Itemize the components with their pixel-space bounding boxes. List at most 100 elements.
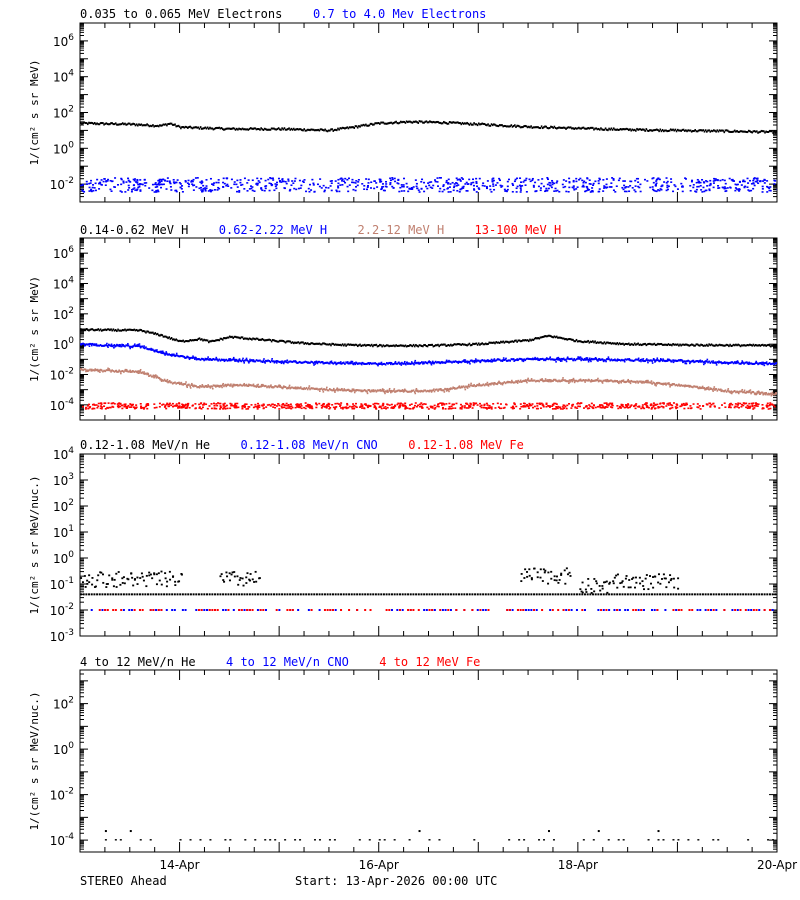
data-point (116, 184, 119, 186)
data-point (287, 361, 289, 364)
data-point (539, 187, 542, 189)
data-point (300, 407, 303, 410)
data-point (228, 335, 231, 338)
data-point (202, 339, 204, 342)
data-point (139, 179, 142, 181)
data-point (541, 378, 543, 380)
data-point (757, 403, 760, 405)
data-point (297, 128, 300, 131)
data-point (504, 340, 507, 343)
data-point (267, 359, 269, 362)
data-point (431, 343, 434, 346)
data-point (342, 361, 345, 364)
data-point (180, 573, 183, 576)
data-point (229, 385, 232, 387)
data-point (237, 360, 240, 363)
data-point (163, 335, 166, 338)
data-point (176, 593, 179, 596)
data-point (303, 179, 306, 181)
data-point (168, 405, 171, 408)
data-point (340, 407, 343, 409)
data-point (313, 361, 316, 364)
data-point (470, 183, 473, 186)
data-point (91, 122, 94, 125)
data-point (556, 189, 559, 192)
data-point (756, 392, 758, 395)
data-point (282, 386, 285, 389)
data-point (529, 338, 531, 341)
data-point (389, 344, 392, 347)
data-point (191, 382, 193, 385)
data-point (95, 344, 97, 347)
data-point (178, 402, 181, 405)
data-point (635, 381, 637, 384)
data-point (657, 129, 659, 132)
data-point (485, 402, 488, 405)
data-point (106, 342, 108, 345)
data-point (236, 190, 239, 193)
data-point (730, 390, 733, 393)
data-point (472, 360, 474, 363)
data-point (415, 389, 417, 392)
data-point (424, 120, 427, 123)
data-point (712, 186, 715, 189)
data-point (369, 362, 372, 365)
data-point (615, 359, 617, 362)
data-point (629, 128, 631, 131)
data-point (367, 362, 370, 365)
data-point (572, 377, 575, 380)
data-point (654, 383, 657, 386)
data-point (312, 342, 315, 345)
data-point (554, 336, 557, 339)
data-point (198, 358, 201, 361)
data-point (313, 190, 316, 193)
data-point (555, 406, 558, 408)
data-point (652, 181, 655, 184)
data-point (81, 189, 84, 191)
data-point (313, 364, 315, 366)
data-point (157, 593, 160, 596)
data-point (517, 379, 520, 382)
data-point (115, 586, 118, 588)
data-point (270, 384, 272, 386)
data-point (162, 335, 165, 338)
data-point (308, 343, 310, 346)
data-point (228, 127, 231, 130)
data-point (254, 360, 257, 363)
data-point (688, 385, 691, 388)
data-point (281, 339, 283, 342)
data-point (669, 343, 672, 346)
data-point (578, 178, 581, 181)
data-point (341, 183, 344, 186)
data-point (411, 345, 414, 348)
data-point (390, 363, 392, 366)
data-point (127, 342, 129, 345)
data-point (466, 360, 468, 363)
data-point (715, 364, 718, 366)
data-point (381, 404, 384, 407)
data-point (636, 380, 639, 383)
data-point (771, 362, 773, 365)
data-point (344, 177, 347, 180)
data-point (128, 370, 131, 373)
data-point (576, 357, 579, 360)
data-point (739, 345, 742, 348)
data-point (129, 369, 131, 372)
data-point (211, 127, 214, 130)
data-point (566, 380, 568, 383)
data-point (304, 407, 307, 410)
data-point (153, 572, 156, 575)
data-point (168, 593, 171, 596)
data-point (512, 340, 515, 343)
data-point (277, 360, 280, 363)
data-point (366, 344, 368, 347)
data-point (748, 361, 751, 364)
data-point (628, 190, 631, 193)
data-point (96, 328, 98, 331)
data-point (141, 593, 144, 596)
data-point (266, 339, 268, 342)
data-point (511, 381, 514, 384)
data-point (347, 127, 350, 130)
data-point (527, 407, 530, 409)
data-point (745, 406, 748, 409)
